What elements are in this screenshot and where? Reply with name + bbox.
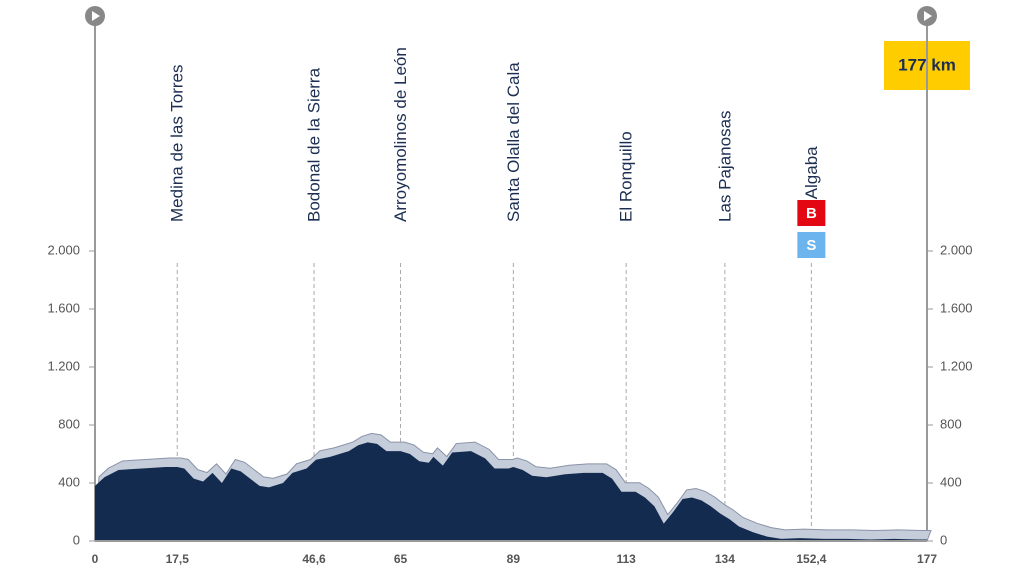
- y2-tick-label: 0: [940, 532, 947, 547]
- y2-tick-label: 400: [940, 474, 962, 489]
- profile-area: [95, 442, 927, 541]
- y2-tick-label: 2.000: [940, 242, 973, 257]
- place-label: Santa Olalla del Cala: [504, 62, 523, 222]
- x-tick-label: 113: [616, 552, 636, 566]
- badge: [797, 200, 826, 226]
- x-tick-label: 65: [394, 552, 408, 566]
- place-label: El Ronquillo: [617, 131, 636, 222]
- x-tick-label: 152,4: [796, 552, 826, 566]
- y-tick-label: 2.000: [47, 242, 80, 257]
- x-tick-label: 46,6: [302, 552, 326, 566]
- place-label: Bodonal de la Sierra: [305, 67, 324, 222]
- place-label: Medina de las Torres: [168, 65, 187, 223]
- y-tick-label: 0: [73, 532, 80, 547]
- play-triangle: [92, 11, 100, 21]
- x-tick-label: 89: [507, 552, 521, 566]
- x-tick-label: 0: [92, 552, 99, 566]
- y2-tick-label: 800: [940, 416, 962, 431]
- y2-tick-label: 1.200: [940, 358, 973, 373]
- y2-tick-label: 1.600: [940, 300, 973, 315]
- x-tick-label: 17,5: [166, 552, 190, 566]
- play-triangle: [924, 11, 932, 21]
- badge: [797, 232, 826, 258]
- y-tick-label: 1.200: [47, 358, 80, 373]
- y-tick-label: 1.600: [47, 300, 80, 315]
- place-label: Las Pajanosas: [715, 110, 734, 222]
- badge-label: B: [806, 205, 817, 222]
- badge-label: S: [806, 237, 816, 254]
- x-tick-label: 177: [917, 552, 937, 566]
- x-tick-label: 134: [715, 552, 735, 566]
- y-tick-label: 400: [58, 474, 80, 489]
- y-tick-label: 800: [58, 416, 80, 431]
- place-label: Arroyomolinos de León: [391, 47, 410, 222]
